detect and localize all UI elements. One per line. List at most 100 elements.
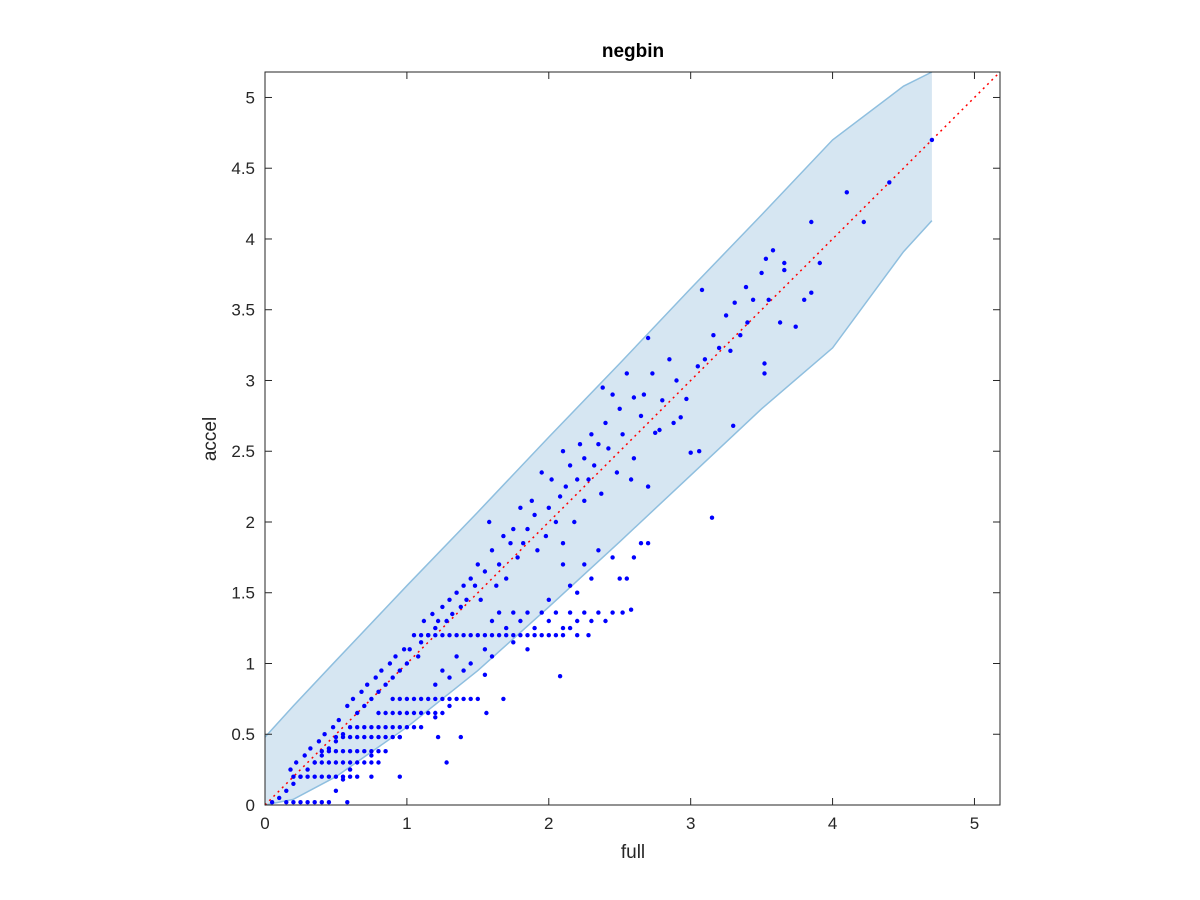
data-point	[458, 734, 463, 740]
data-point	[582, 562, 587, 567]
data-point	[444, 760, 449, 765]
data-point	[447, 675, 452, 680]
data-point	[782, 267, 787, 273]
data-point	[376, 689, 381, 694]
data-point	[362, 703, 367, 709]
data-point	[458, 604, 463, 610]
data-point	[305, 774, 310, 779]
data-point	[610, 392, 615, 397]
data-point	[475, 696, 480, 702]
data-point	[461, 668, 466, 673]
data-point	[333, 774, 339, 779]
data-point	[340, 760, 346, 765]
data-point	[475, 562, 480, 567]
data-point	[582, 498, 587, 503]
data-point	[711, 333, 716, 338]
confidence-band	[265, 72, 932, 805]
x-tick-label: 2	[544, 814, 553, 833]
x-tick-label: 3	[686, 814, 695, 833]
data-point	[617, 406, 622, 411]
data-point	[333, 739, 339, 744]
data-point	[397, 725, 402, 730]
data-point	[468, 661, 473, 666]
data-point	[674, 378, 679, 383]
y-tick-label: 3	[246, 371, 255, 390]
data-point	[336, 717, 341, 723]
data-point	[482, 672, 488, 677]
data-point	[478, 597, 483, 602]
data-point	[589, 576, 594, 581]
data-point	[461, 633, 466, 638]
data-point	[404, 710, 410, 716]
chart-title: negbin	[602, 41, 664, 62]
data-point	[418, 696, 424, 702]
data-point	[631, 555, 637, 560]
data-point	[347, 734, 353, 740]
data-point	[560, 625, 566, 631]
data-point	[553, 519, 559, 525]
data-point	[298, 800, 303, 805]
data-point	[560, 562, 566, 567]
data-point	[766, 297, 771, 302]
data-point	[688, 450, 693, 455]
data-point	[782, 260, 787, 266]
data-point	[638, 413, 644, 419]
data-point	[484, 710, 489, 716]
data-point	[504, 633, 509, 638]
band-upper-edge	[264, 71, 933, 738]
data-point	[319, 753, 324, 758]
data-point	[355, 734, 360, 740]
data-point	[482, 569, 488, 574]
data-point	[418, 710, 424, 716]
data-point	[376, 710, 381, 716]
data-point	[525, 610, 530, 615]
data-point	[340, 734, 346, 740]
data-point	[501, 696, 506, 702]
data-point	[614, 470, 620, 475]
data-point	[511, 633, 516, 638]
data-point	[447, 703, 452, 709]
data-point	[426, 633, 431, 638]
data-point	[546, 505, 551, 510]
y-tick-label: 3.5	[231, 301, 255, 320]
data-point	[326, 774, 332, 779]
data-point	[575, 590, 580, 595]
data-point	[678, 415, 683, 420]
data-point	[489, 654, 495, 659]
data-point	[312, 774, 317, 779]
data-point	[447, 633, 452, 638]
data-point	[472, 583, 478, 588]
data-point	[844, 190, 849, 195]
data-point	[929, 137, 935, 143]
data-point	[549, 477, 554, 482]
y-tick-label: 4.5	[231, 159, 255, 178]
data-point	[319, 760, 324, 765]
data-point	[277, 795, 282, 801]
data-point	[383, 682, 388, 687]
data-point	[582, 610, 587, 615]
y-tick-label: 2	[246, 513, 255, 532]
data-point	[397, 710, 402, 716]
data-point	[333, 749, 339, 754]
data-point	[440, 710, 445, 716]
reference-line	[264, 71, 1001, 806]
data-point	[416, 654, 421, 659]
data-point	[454, 590, 459, 595]
axes-box	[264, 71, 1001, 806]
data-point	[567, 610, 573, 615]
data-point	[589, 432, 594, 437]
data-point	[319, 774, 324, 779]
data-point	[447, 597, 452, 602]
data-point	[763, 256, 769, 261]
data-point	[461, 696, 466, 702]
data-point	[291, 774, 296, 779]
data-point	[365, 682, 370, 687]
data-point	[518, 618, 523, 624]
data-point	[589, 618, 594, 624]
data-point	[387, 661, 393, 666]
data-point	[809, 219, 814, 225]
data-point	[411, 696, 417, 702]
data-point	[426, 710, 431, 716]
data-point	[333, 734, 339, 740]
